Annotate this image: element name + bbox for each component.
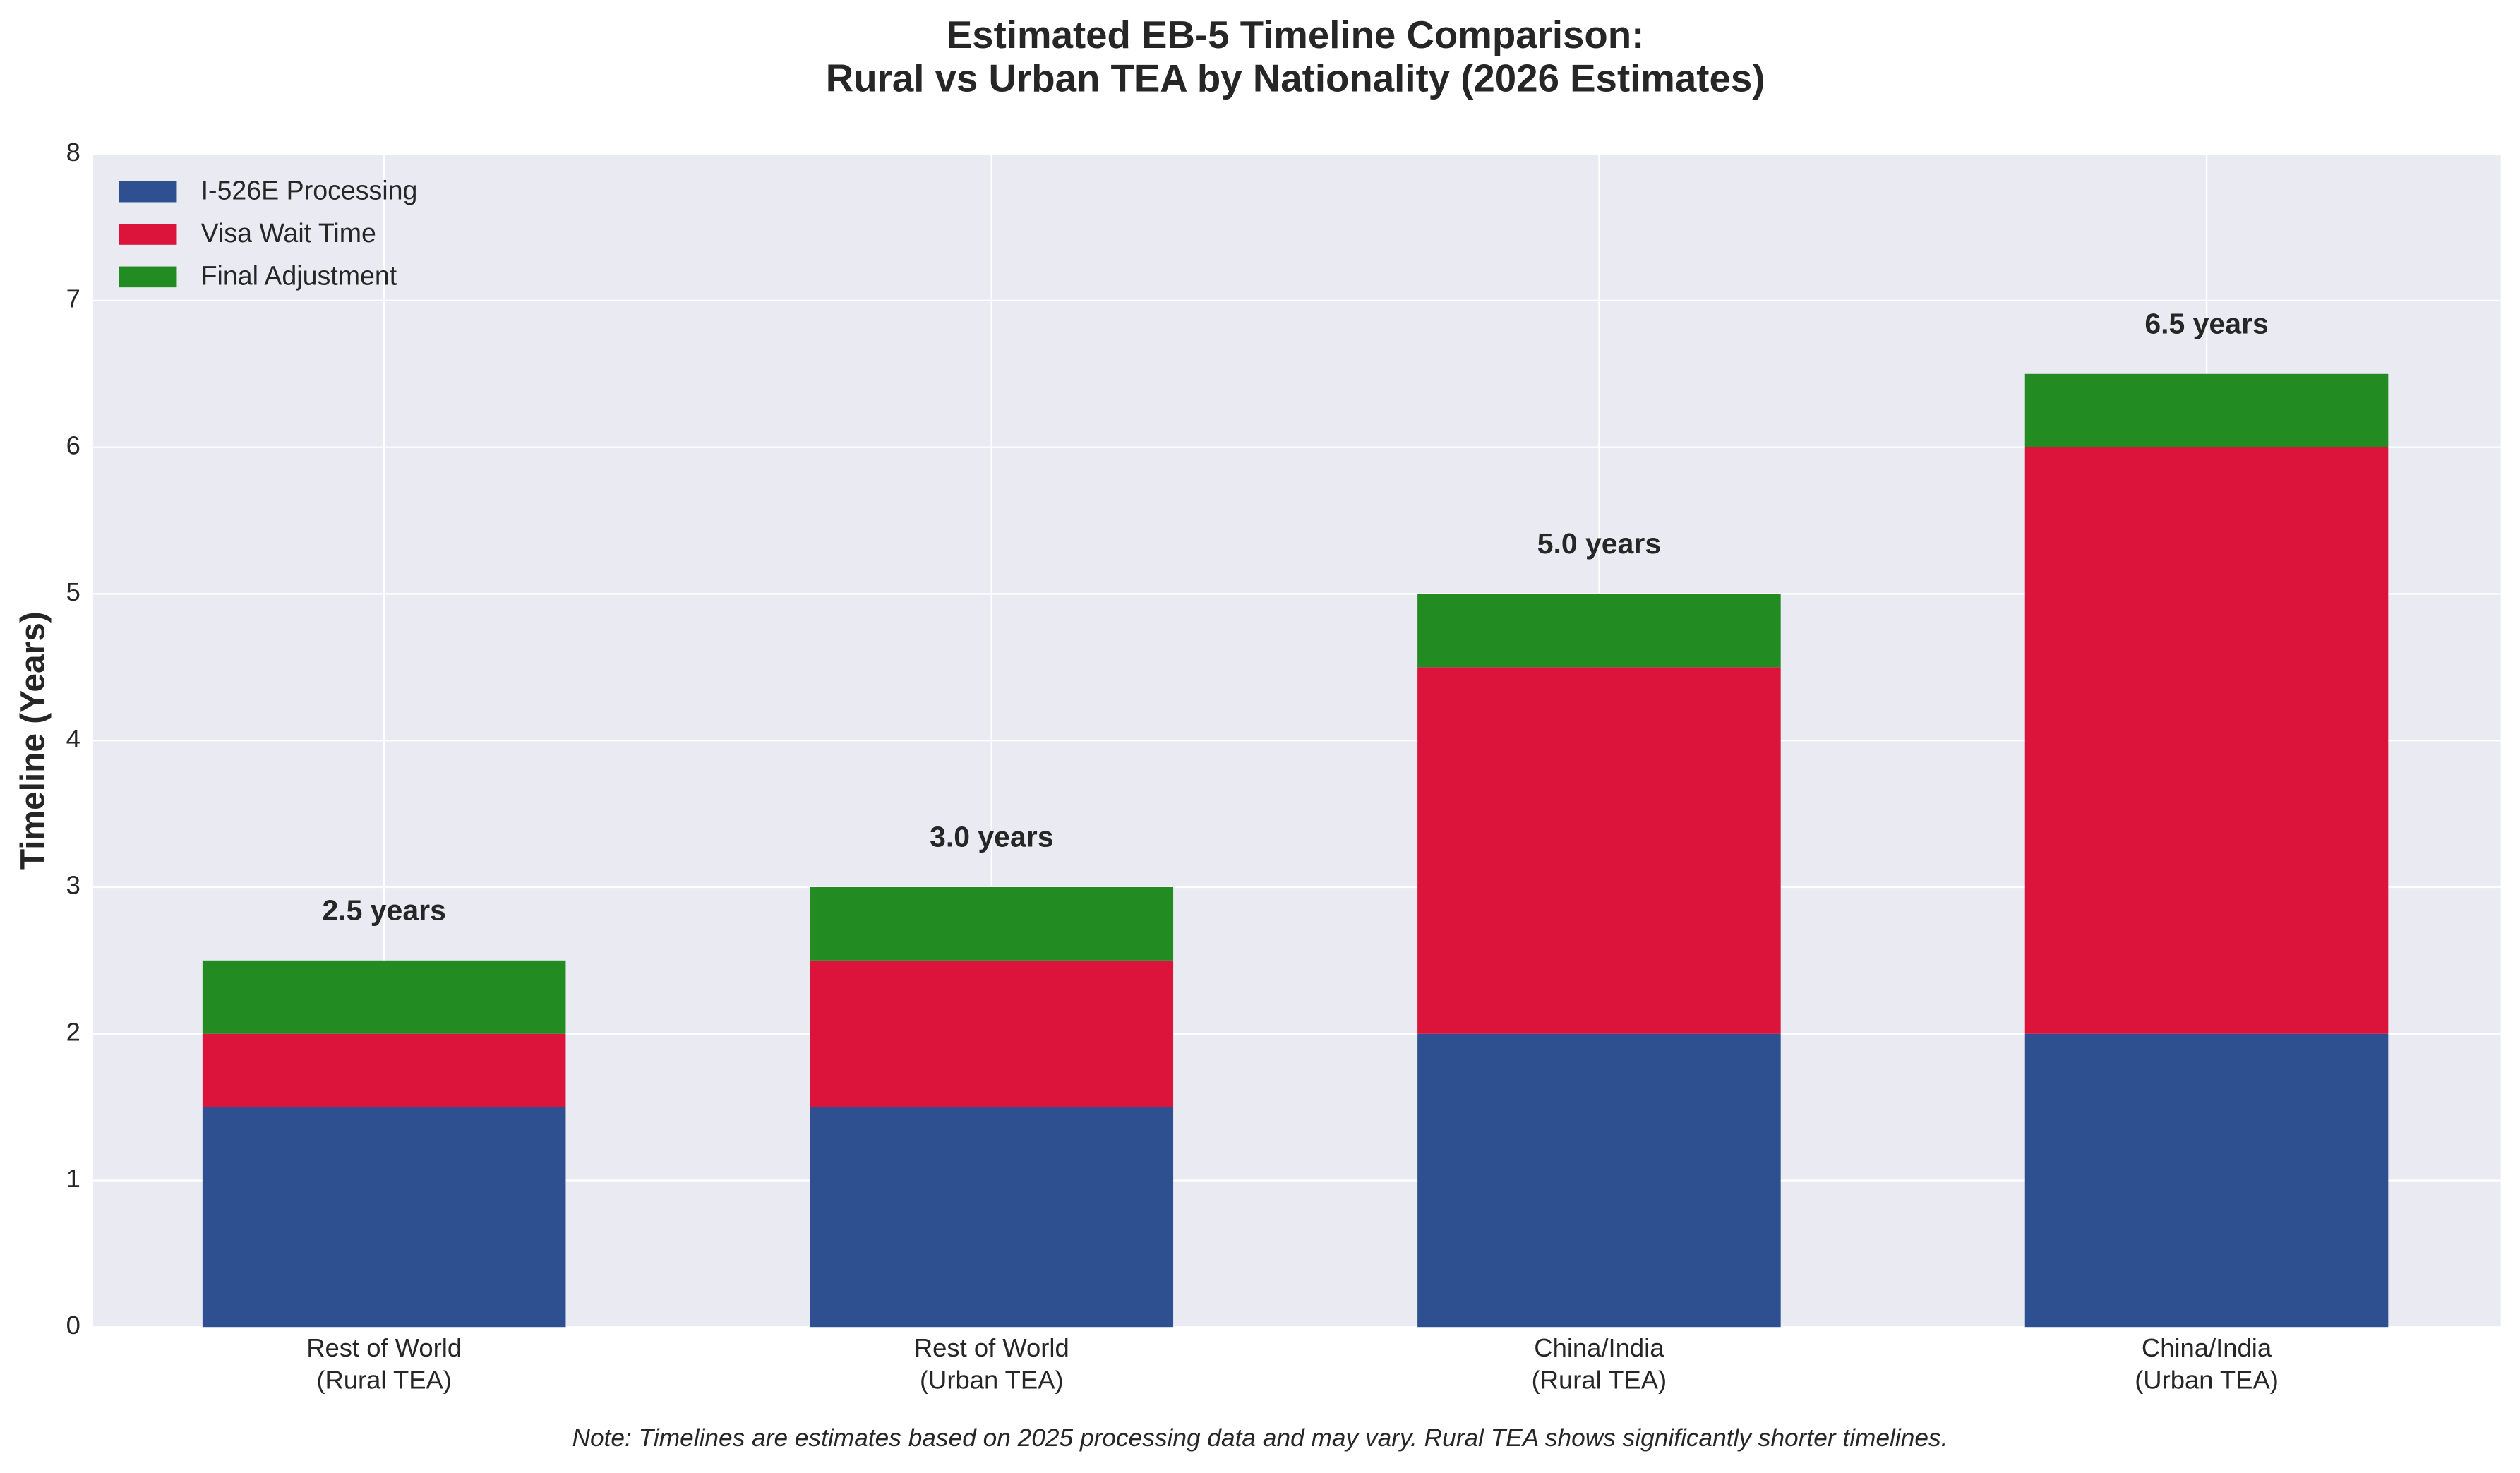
- y-tick-label: 6: [66, 431, 80, 459]
- total-label: 5.0 years: [1537, 527, 1661, 560]
- y-tick-label: 0: [66, 1311, 80, 1340]
- y-tick-label: 4: [66, 724, 80, 753]
- x-tick-label: China/India (Rural TEA): [1532, 1333, 1667, 1395]
- y-tick-label: 3: [66, 871, 80, 900]
- total-label: 2.5 years: [322, 894, 445, 926]
- bar-segment: [202, 1033, 566, 1107]
- bar-segment: [2024, 447, 2389, 1034]
- chart-title: Estimated EB-5 Timeline Comparison: Rural…: [826, 14, 1765, 100]
- total-label: 6.5 years: [2144, 307, 2268, 339]
- y-tick-label: 2: [66, 1017, 80, 1046]
- legend-label: Final Adjustment: [201, 260, 397, 290]
- legend-label: Visa Wait Time: [201, 218, 376, 248]
- bar-segment: [1417, 667, 1781, 1034]
- x-tick-label: China/India (Urban TEA): [2135, 1333, 2279, 1395]
- legend-swatch: [119, 181, 177, 203]
- y-tick-label: 1: [66, 1164, 80, 1193]
- y-tick-label: 5: [66, 577, 80, 606]
- y-tick-label: 8: [66, 138, 80, 167]
- y-axis-label: Timeline (Years): [15, 611, 52, 870]
- bar-segment: [202, 1107, 566, 1328]
- y-tick-label: 7: [66, 284, 80, 313]
- bar-segment: [810, 1107, 1174, 1328]
- bar-segment: [1417, 594, 1781, 668]
- bar-segment: [2024, 1033, 2389, 1328]
- x-tick-label: Rest of World (Urban TEA): [914, 1333, 1069, 1395]
- legend-label: I-526E Processing: [201, 176, 418, 205]
- bar-segment: [1417, 1033, 1781, 1328]
- legend-swatch: [119, 224, 177, 245]
- bar-segment: [810, 960, 1174, 1107]
- note: Note: Timelines are estimates based on 2…: [572, 1424, 1948, 1452]
- bar-segment: [2024, 373, 2389, 447]
- x-tick-label: Rest of World (Rural TEA): [306, 1333, 462, 1395]
- bar-segment: [810, 886, 1174, 961]
- total-label: 3.0 years: [930, 820, 1053, 853]
- bar-segment: [202, 960, 566, 1034]
- legend-swatch: [119, 266, 177, 288]
